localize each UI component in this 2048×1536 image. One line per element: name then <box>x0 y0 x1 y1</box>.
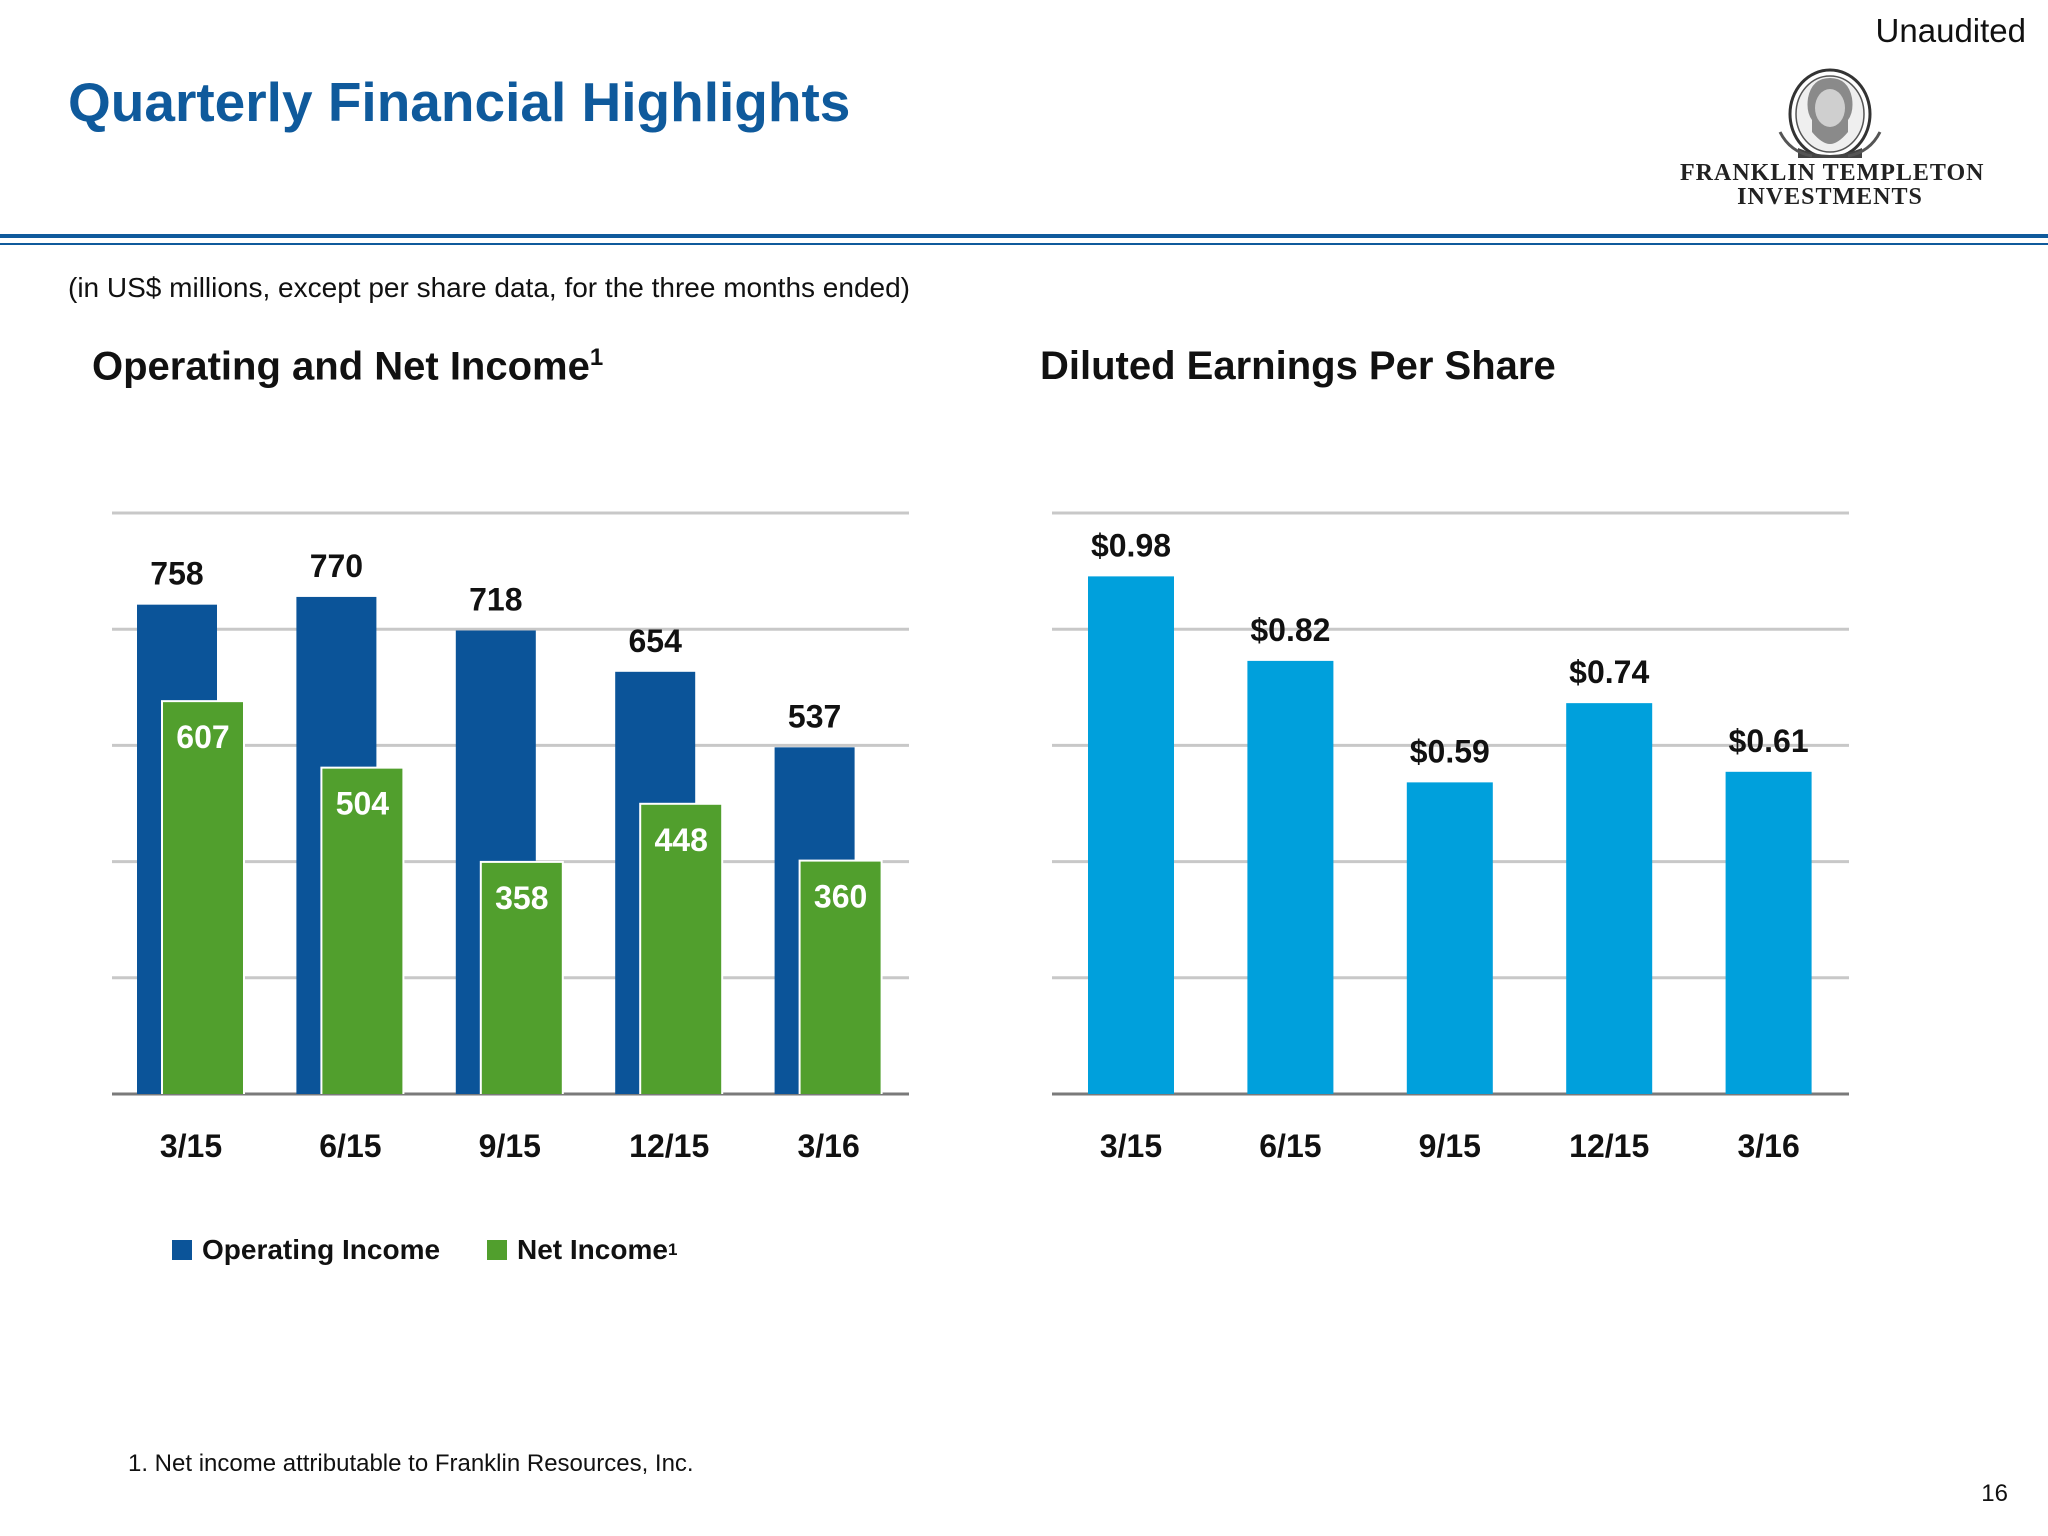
footnote: 1. Net income attributable to Franklin R… <box>128 1450 694 1477</box>
legend-item-net-income: Net Income 1 <box>487 1234 677 1266</box>
legend-net-footnote-mark: 1 <box>667 1240 678 1259</box>
operating-net-income-chart: 758 607 3/15 770 504 6/15 718 358 9/15 654 448 12/1… <box>112 511 909 1164</box>
franklin-templeton-logo: FRANKLIN TEMPLETON INVESTMENTS <box>1680 62 1985 212</box>
data-label-net-income: 504 <box>336 786 390 822</box>
legend-swatch-net <box>487 1240 507 1260</box>
bar-net-income <box>641 804 722 1094</box>
data-label-diluted-eps: $0.82 <box>1250 612 1330 648</box>
bar-net-income <box>800 861 881 1094</box>
bar-diluted-eps <box>1725 771 1812 1094</box>
legend-label-net: Net Income <box>517 1234 668 1265</box>
x-tick-label: 9/15 <box>479 1128 541 1164</box>
data-label-operating-income: 718 <box>469 581 522 617</box>
data-label-diluted-eps: $0.74 <box>1569 654 1649 690</box>
x-tick-label: 3/15 <box>1100 1128 1162 1164</box>
bar-diluted-eps <box>1566 703 1653 1094</box>
header-rule-thin <box>0 243 2048 245</box>
data-label-operating-income: 770 <box>310 548 363 584</box>
data-label-diluted-eps: $0.61 <box>1729 723 1809 759</box>
legend-item-operating-income: Operating Income <box>172 1234 440 1266</box>
data-label-operating-income: 537 <box>788 698 841 734</box>
data-label-diluted-eps: $0.98 <box>1091 527 1171 563</box>
bar-net-income <box>163 702 243 1094</box>
unaudited-label: Unaudited <box>1875 12 2026 49</box>
x-tick-label: 6/15 <box>319 1128 381 1164</box>
left-chart-heading-text: Operating and Net Income <box>92 344 590 389</box>
data-label-diluted-eps: $0.59 <box>1410 733 1490 769</box>
x-tick-label: 9/15 <box>1419 1128 1481 1164</box>
left-chart-heading-footnote-mark: 1 <box>589 344 604 371</box>
data-label-net-income: 358 <box>495 880 548 916</box>
page-title: Quarterly Financial Highlights <box>68 71 851 133</box>
bar-diluted-eps <box>1406 782 1493 1094</box>
page-number: 16 <box>1981 1480 2008 1507</box>
data-label-operating-income: 758 <box>150 556 203 592</box>
bar-diluted-eps <box>1247 660 1334 1094</box>
data-label-net-income: 360 <box>814 879 867 915</box>
units-note: (in US$ millions, except per share data,… <box>68 272 910 303</box>
right-chart-heading: Diluted Earnings Per Share <box>1040 344 1556 388</box>
bar-net-income <box>481 862 562 1094</box>
legend-label-operating: Operating Income <box>202 1234 441 1265</box>
x-tick-label: 3/16 <box>797 1128 859 1164</box>
bar-diluted-eps <box>1088 576 1174 1094</box>
x-tick-label: 3/15 <box>160 1128 222 1164</box>
logo-text-line2: INVESTMENTS <box>1737 184 1923 210</box>
data-label-net-income: 607 <box>176 719 229 755</box>
legend-swatch-operating <box>172 1240 192 1260</box>
header-rule-thick <box>0 234 2048 238</box>
logo-text-line1: FRANKLIN TEMPLETON <box>1680 160 1985 186</box>
bar-net-income <box>322 768 403 1094</box>
portrait-medallion-icon <box>1778 68 1882 158</box>
x-tick-label: 6/15 <box>1259 1128 1321 1164</box>
x-tick-label: 12/15 <box>629 1128 709 1164</box>
x-tick-label: 12/15 <box>1569 1128 1649 1164</box>
diluted-eps-chart: $0.98 3/15 $0.82 6/15 $0.59 9/15 $0.74 12/15 $0.… <box>1052 511 1849 1164</box>
data-label-operating-income: 654 <box>629 623 683 659</box>
x-tick-label: 3/16 <box>1737 1128 1799 1164</box>
left-chart-heading: Operating and Net Income1 <box>92 344 603 389</box>
data-label-net-income: 448 <box>655 822 708 858</box>
